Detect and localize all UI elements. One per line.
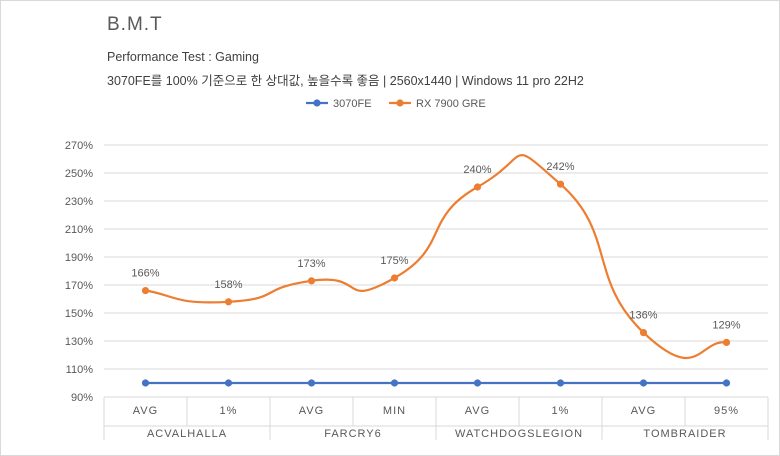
- data-point-3070fe: [639, 379, 648, 387]
- x-tick-label: AVG: [299, 405, 324, 417]
- data-point-3070fe: [390, 379, 399, 387]
- data-label: 166%: [131, 268, 159, 280]
- data-label: 129%: [712, 319, 740, 331]
- x-tick-label: AVG: [133, 405, 158, 417]
- data-label: 173%: [297, 258, 325, 270]
- data-label: 175%: [380, 255, 408, 267]
- x-tick-label: 1%: [552, 405, 570, 417]
- data-label: 240%: [463, 164, 491, 176]
- legend-label: RX 7900 GRE: [416, 98, 486, 110]
- x-tick-label: 1%: [220, 405, 238, 417]
- data-point-rx-7900-gre: [307, 277, 316, 285]
- data-point-3070fe: [556, 379, 565, 387]
- y-tick-label: 190%: [65, 252, 93, 264]
- y-tick-label: 90%: [71, 392, 93, 404]
- y-tick-label: 150%: [65, 308, 93, 320]
- legend-marker: [396, 99, 404, 107]
- data-label: 242%: [546, 161, 574, 173]
- legend-marker: [313, 99, 321, 107]
- series-line-rx-7900-gre: [145, 154, 727, 360]
- data-label: 136%: [629, 310, 657, 322]
- data-point-rx-7900-gre: [473, 183, 482, 191]
- y-tick-label: 250%: [65, 168, 93, 180]
- chart-subtitle-2: 3070FE를 100% 기준으로 한 상대값, 높을수록 좋음 | 2560x…: [107, 74, 584, 88]
- x-group-label: TOMBRAIDER: [643, 428, 726, 440]
- legend-label: 3070FE: [333, 98, 372, 110]
- y-tick-label: 210%: [65, 224, 93, 236]
- data-point-3070fe: [224, 379, 233, 387]
- x-tick-label: MIN: [383, 405, 406, 417]
- y-tick-label: 270%: [65, 140, 93, 152]
- x-group-label: WATCHDOGSLEGION: [455, 428, 583, 440]
- data-point-rx-7900-gre: [639, 329, 648, 337]
- y-tick-label: 230%: [65, 196, 93, 208]
- y-tick-label: 170%: [65, 280, 93, 292]
- data-point-rx-7900-gre: [556, 180, 565, 188]
- data-point-3070fe: [722, 379, 731, 387]
- data-point-3070fe: [473, 379, 482, 387]
- x-tick-label: AVG: [631, 405, 656, 417]
- y-tick-label: 130%: [65, 336, 93, 348]
- data-label: 158%: [214, 279, 242, 291]
- data-point-rx-7900-gre: [141, 287, 150, 295]
- data-point-rx-7900-gre: [722, 338, 731, 346]
- chart-subtitle-1: Performance Test : Gaming: [107, 50, 259, 64]
- y-tick-label: 110%: [66, 364, 94, 376]
- chart-title: B.M.T: [107, 14, 163, 35]
- data-point-3070fe: [141, 379, 150, 387]
- x-tick-label: 95%: [714, 405, 739, 417]
- x-group-label: FARCRY6: [324, 428, 382, 440]
- x-group-label: ACVALHALLA: [147, 428, 227, 440]
- x-tick-label: AVG: [465, 405, 490, 417]
- data-point-3070fe: [307, 379, 316, 387]
- data-point-rx-7900-gre: [390, 274, 399, 282]
- data-point-rx-7900-gre: [224, 298, 233, 306]
